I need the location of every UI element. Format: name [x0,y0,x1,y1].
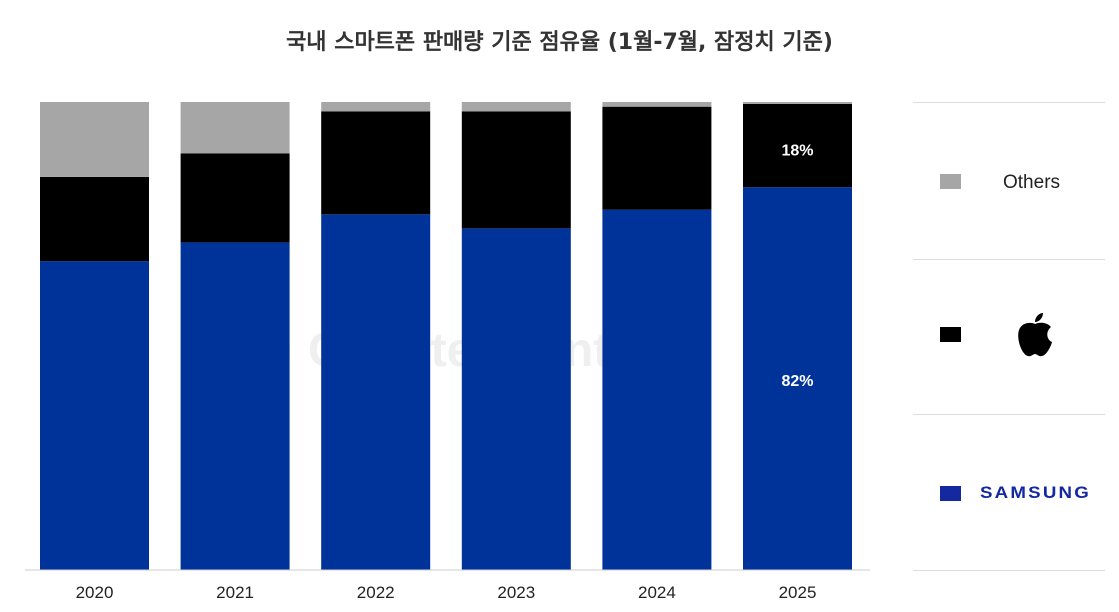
bar-apple-2021 [180,153,290,243]
legend-divider [913,259,1105,260]
bar-others-2024 [602,102,712,107]
bar-samsung-2021 [180,242,290,570]
x-tick-label: 2021 [216,583,254,602]
legend-swatch-samsung [940,486,961,501]
bar-apple-2025 [743,103,852,188]
data-label: 18% [781,143,813,160]
bar-samsung-2024 [602,209,712,570]
x-tick-label: 2025 [779,583,817,602]
x-tick-label: 2020 [76,583,114,602]
legend-swatch-apple [940,327,961,342]
legend-divider [913,570,1105,571]
legend-label-others: Others [1003,172,1061,193]
chart-title: 국내 스마트폰 판매량 기준 점유율 (1월-7월, 잠정치 기준) [286,30,833,55]
x-tick-label: 2022 [357,583,395,602]
bar-others-2023 [461,102,571,112]
legend-swatch-others [940,174,961,189]
legend-divider [913,414,1105,415]
samsung-logo: SAMSUNG [980,483,1091,502]
bar-apple-2023 [461,111,571,229]
bar-samsung-2022 [321,214,431,570]
x-tick-label: 2024 [638,583,676,602]
bar-apple-2022 [321,111,431,215]
bar-apple-2020 [40,176,149,262]
data-label: 82% [781,373,813,390]
bar-others-2025 [743,102,852,104]
bar-samsung-2020 [40,261,149,570]
legend-divider [913,102,1105,103]
apple-logo-icon [1018,313,1052,357]
bar-others-2020 [40,102,149,177]
x-tick-label: 2023 [497,583,535,602]
bar-samsung-2023 [461,228,571,571]
bar-samsung-2025 [743,187,852,570]
bar-others-2021 [180,102,290,154]
bar-others-2022 [321,102,431,112]
bar-apple-2024 [602,106,712,210]
plot-area: 2020 2021 2022 2023 2024 2025 18% 82% [25,102,870,602]
